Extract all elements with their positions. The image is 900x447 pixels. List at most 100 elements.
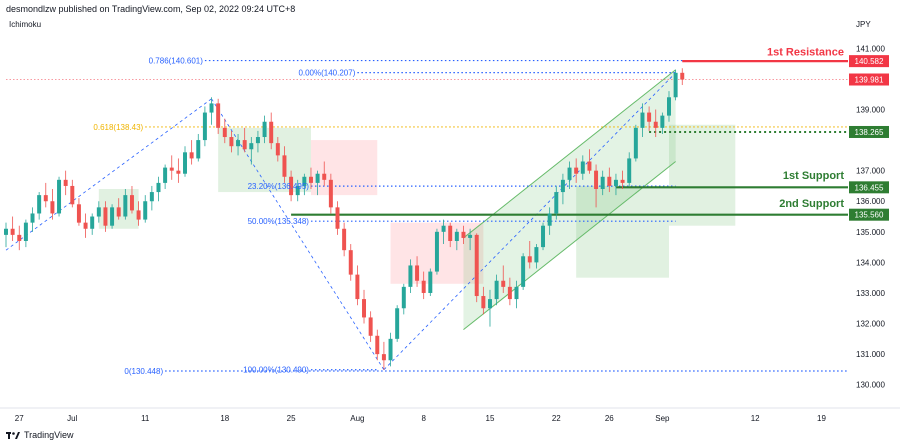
price-tag-label: 136.455 [855,183,884,192]
candle-body [183,152,187,174]
candle-body [308,176,313,183]
fib-level-label: 0.786(140.601) [149,57,204,66]
candle-body [680,72,685,80]
candle-body [295,185,300,196]
price-tag [849,55,889,68]
candle-body [660,115,665,128]
candle-body [441,225,446,232]
price-tag-label: 139.981 [855,76,884,85]
level-annotation: 1st Resistance [767,46,844,58]
levels [6,59,848,372]
x-tick-label: Sep [655,414,670,423]
candle-body [355,274,360,300]
candle-body [216,103,221,128]
tradingview-footer[interactable]: TradingView [6,430,74,440]
candle-body [189,152,194,159]
candle-body [574,167,579,174]
price-tag [849,73,889,86]
candle-body [30,213,35,223]
candle-body [255,137,260,144]
fib-swing-line [5,98,212,251]
candle-body [275,143,280,156]
x-tick-label: 22 [552,414,561,423]
candle-body [342,228,347,251]
cloud-segment [310,140,378,196]
cloud-segment [668,124,736,226]
candle-body [673,72,678,98]
x-tick-label: 26 [605,414,614,423]
x-tick-label: 25 [287,414,296,423]
candle-body [262,121,267,138]
candle-body [282,155,287,177]
level-annotation: 1st Support [783,170,844,182]
candle-body [229,137,234,147]
x-tick-label: 27 [15,414,24,423]
candle-body [541,225,546,248]
candle-body [580,161,585,174]
candle-body [4,228,8,235]
candle-body [454,231,459,241]
candle-body [136,210,141,220]
price-tag-label: 140.582 [855,57,884,66]
candle-body [176,170,181,174]
candle-body [401,286,406,309]
x-tick-label: Jul [67,414,77,423]
candle-body [527,256,532,263]
candle-body [269,121,274,144]
candle-body [421,280,426,293]
y-tick-label: 135.000 [856,228,885,237]
candle-body [487,299,492,309]
candle-body [348,250,353,275]
candle-body [209,103,214,113]
candle-body [129,195,134,211]
trend-channel [463,69,676,331]
y-tick-label: 137.000 [856,167,885,176]
candle-body [627,158,632,183]
candle-body [600,176,605,190]
fib-level-label: 0(130.448) [124,367,163,376]
candle-body [381,354,386,361]
candle-body [395,308,400,339]
x-tick-label: 19 [817,414,826,423]
candle-body [10,228,15,235]
candles [4,68,685,370]
candle-body [149,192,154,202]
candle-body [322,173,327,180]
y-tick-label: 133.000 [856,289,885,298]
fib-level-label: 100.00%(130.490) [243,366,309,375]
footer-brand: TradingView [24,430,74,440]
x-tick-label: 8 [421,414,426,423]
indicator-label: Ichimoku [9,20,42,29]
candle-body [163,167,168,183]
candle-body [103,207,108,226]
candle-body [37,195,42,214]
candle-body [143,201,148,220]
candle-body [594,170,599,190]
candle-body [507,286,512,300]
candle-body [434,231,439,272]
candle-body [116,207,121,217]
candle-body [587,161,592,171]
axis-unit-label: JPY [856,20,871,29]
x-tick-label: 12 [751,414,760,423]
candle-body [474,234,479,297]
price-tag [849,208,889,221]
y-tick-label: 139.000 [856,106,885,115]
y-tick-label: 130.000 [856,381,885,390]
candle-body [249,143,254,150]
price-tag [849,125,889,138]
y-tick-label: 136.000 [856,197,885,206]
candle-body [202,112,207,141]
candle-body [607,176,612,186]
candle-body [289,176,294,196]
candle-body [468,234,473,238]
candle-body [156,182,161,193]
candle-body [57,179,62,214]
candle-body [375,335,380,355]
candle-body [415,265,420,281]
candle-body [448,225,453,241]
candle-body [388,338,393,361]
candle-body [17,234,22,241]
annotations: 0.786(140.601) 0.00%(140.207) 0.618(138.43… [93,46,844,376]
candle-body [110,207,115,226]
